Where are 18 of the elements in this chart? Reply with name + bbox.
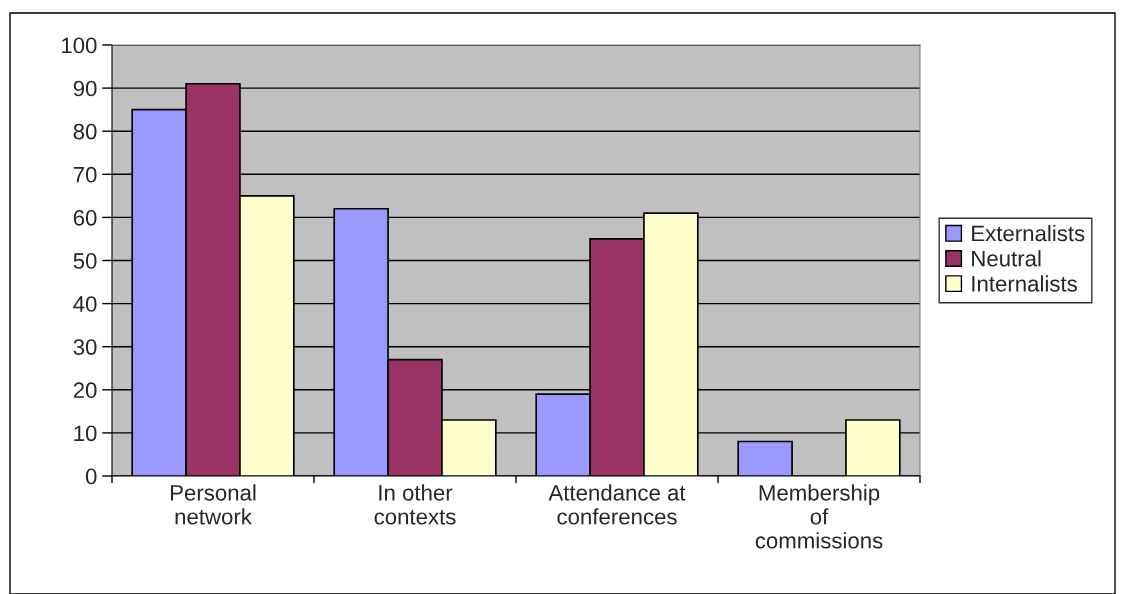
x-tick-label: Membership of commissions <box>755 484 883 549</box>
legend-label: Internalists <box>972 275 1077 292</box>
legend-label: Externalists <box>972 224 1085 242</box>
y-tick-label: 90 <box>73 80 97 97</box>
y-tick-label: 70 <box>73 166 97 183</box>
y-tick-label: 50 <box>73 253 97 269</box>
legend-label: Neutral <box>972 250 1041 267</box>
y-tick-label: 20 <box>73 382 97 399</box>
x-tick-label: Attendance at conferences <box>548 484 686 525</box>
y-tick-label: 40 <box>73 296 97 312</box>
y-tick-label: 30 <box>73 339 97 355</box>
y-tick-label: 10 <box>74 425 97 442</box>
y-tick-label: 100 <box>62 37 97 54</box>
x-tick-label: In other contexts <box>374 484 456 525</box>
y-tick-label: 80 <box>73 123 97 140</box>
x-tick-label: Personal network <box>170 484 256 525</box>
y-tick-label: 60 <box>73 209 97 226</box>
y-tick-label: 0 <box>85 468 97 485</box>
